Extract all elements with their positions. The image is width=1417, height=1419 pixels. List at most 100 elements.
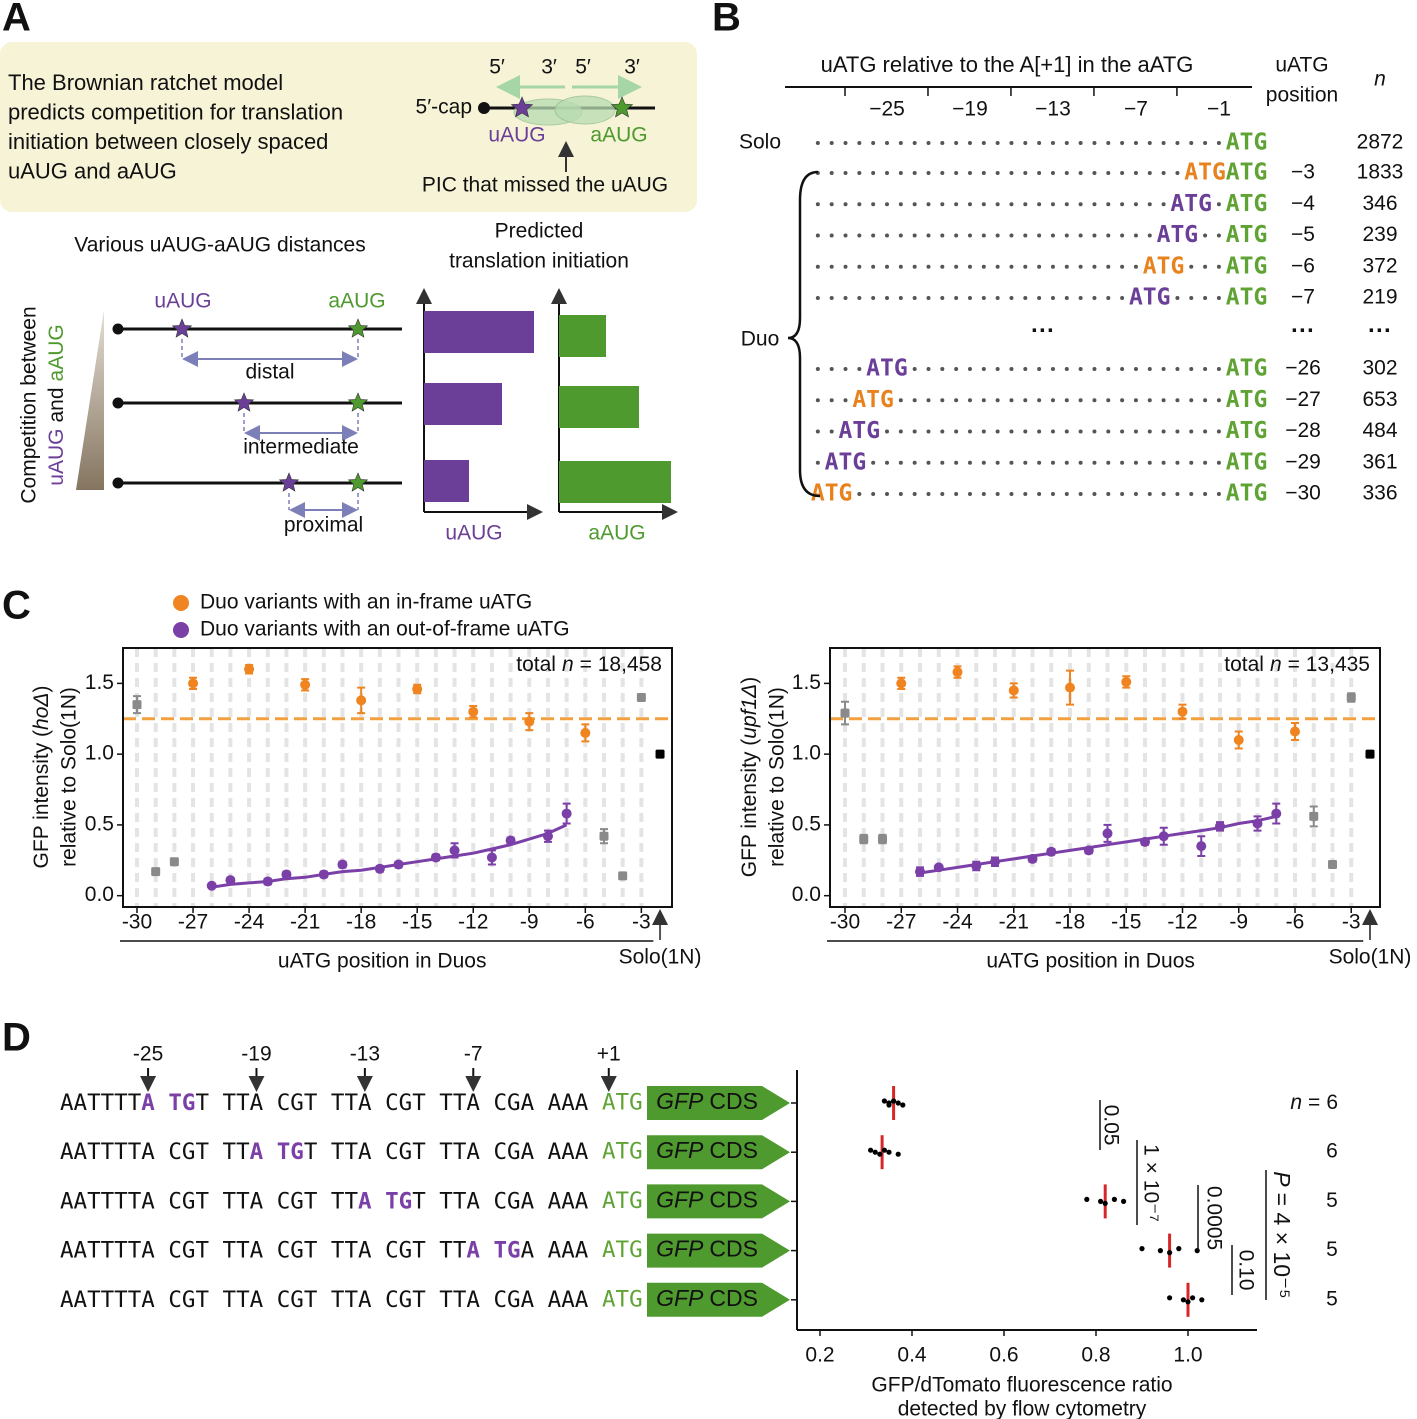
dot	[871, 492, 876, 496]
x-tick-label: -27	[886, 911, 916, 934]
prime-label: 3′	[624, 56, 640, 79]
atg: ATG	[839, 418, 881, 444]
x-axis-label: uATG position in Duos	[986, 950, 1195, 973]
position-value: −4	[1291, 192, 1315, 215]
dot	[829, 398, 834, 403]
star	[347, 472, 369, 492]
point	[896, 678, 907, 689]
dot	[1092, 264, 1097, 269]
dot	[1147, 460, 1152, 465]
dot	[1189, 367, 1194, 371]
dot	[926, 141, 931, 145]
dot	[1092, 429, 1097, 434]
dot	[1064, 233, 1069, 238]
dot	[926, 264, 931, 269]
atg: ATG	[1226, 222, 1268, 248]
cds-label: GFP CDS	[656, 1186, 758, 1212]
dot	[912, 367, 917, 371]
position-label: -25	[133, 1043, 163, 1066]
dot	[1175, 492, 1180, 496]
dot	[1078, 296, 1083, 300]
dot	[1106, 264, 1111, 269]
dot	[898, 429, 903, 434]
dot	[1106, 429, 1111, 434]
y-label-part: GFP intensity (	[738, 739, 761, 878]
position-value: −5	[1291, 223, 1315, 246]
sequence-part: AATTTTA CGT TTA CGT TTA CGT TT	[60, 1237, 467, 1263]
cds-arrow	[647, 1282, 790, 1317]
dot	[898, 264, 903, 269]
dot	[1064, 492, 1069, 496]
dot	[940, 264, 945, 269]
dot	[981, 264, 986, 269]
position-value: −26	[1285, 357, 1321, 380]
dot	[1175, 398, 1180, 403]
annotation-symbol: n	[1270, 653, 1282, 676]
dot	[857, 492, 862, 496]
dot	[912, 171, 917, 175]
dot	[1175, 429, 1180, 434]
x-tick-label: -12	[1167, 911, 1197, 934]
dot	[1120, 296, 1125, 300]
dot	[885, 141, 889, 145]
sequence-part: AATTTT	[60, 1090, 142, 1116]
p-value: 0.05	[1099, 1105, 1122, 1146]
point	[636, 693, 646, 703]
dot	[1133, 202, 1138, 207]
dot	[995, 492, 1000, 496]
n-label: 5	[1326, 1238, 1338, 1261]
dot	[967, 367, 972, 371]
point	[281, 869, 292, 880]
y-label-part: hoΔ	[30, 693, 53, 730]
dot	[1037, 460, 1042, 465]
dot	[940, 296, 945, 300]
point	[188, 678, 199, 689]
schematic-bar	[559, 315, 606, 357]
point	[599, 831, 609, 841]
cds-arrow	[647, 1086, 790, 1120]
dot	[1023, 171, 1028, 175]
point	[1167, 1295, 1173, 1301]
row-label: Solo	[739, 131, 781, 154]
dot	[898, 492, 903, 496]
tick-label: −13	[1035, 98, 1071, 121]
dot	[1216, 492, 1221, 496]
atg: ATG	[1129, 285, 1171, 311]
n-symbol: n	[1290, 1091, 1302, 1114]
dot	[1037, 171, 1042, 175]
dot	[981, 233, 986, 238]
dot	[940, 398, 945, 403]
dot	[995, 141, 1000, 145]
y-label-part: )	[738, 677, 761, 684]
dot	[1161, 141, 1166, 145]
n-value: 336	[1362, 482, 1397, 505]
dot	[1133, 429, 1138, 434]
dot	[843, 202, 848, 207]
dot	[885, 171, 889, 175]
position-label: -19	[241, 1043, 271, 1066]
dot	[1064, 171, 1069, 175]
dot	[954, 460, 959, 465]
y-axis-label-line: relative to Solo(1N)	[58, 687, 81, 867]
dot	[815, 296, 820, 300]
dot	[1147, 141, 1152, 145]
dot	[829, 429, 834, 434]
dot	[1009, 398, 1014, 403]
cap	[112, 323, 124, 335]
dot	[1161, 429, 1166, 434]
n-value: 361	[1362, 450, 1397, 473]
aatg: ATG	[602, 1188, 643, 1214]
dot	[885, 264, 889, 269]
uaug-label: uAUG	[154, 290, 211, 313]
dot	[1009, 296, 1014, 300]
x-tick-label: -12	[458, 911, 488, 934]
dot	[871, 141, 876, 145]
dot	[1175, 367, 1180, 371]
dot	[1064, 460, 1069, 465]
cds-word: CDS	[709, 1236, 758, 1262]
point	[1185, 1299, 1191, 1305]
dot	[1050, 141, 1055, 145]
aatg: ATG	[602, 1237, 643, 1263]
dot	[954, 202, 959, 207]
